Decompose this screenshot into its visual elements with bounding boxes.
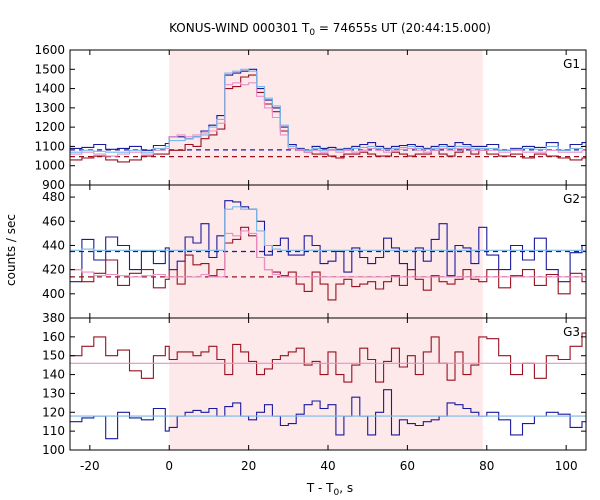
series-line: [70, 389, 586, 440]
y-tick-label: 380: [42, 311, 65, 325]
y-tick-label: 1000: [34, 159, 65, 173]
panel-label: G2: [563, 192, 580, 206]
x-tick-label: 100: [555, 459, 578, 473]
x-tick-label: -20: [80, 459, 100, 473]
y-tick-label: 460: [42, 214, 65, 228]
y-tick-label: 1100: [34, 139, 65, 153]
y-tick-label: 160: [42, 330, 65, 344]
y-tick-label: 900: [42, 178, 65, 192]
y-tick-label: 110: [42, 424, 65, 438]
panel-g3: 100 110 120 130 140 150 160 G3: [42, 317, 587, 457]
highlight-band: [169, 50, 483, 185]
y-tick-label: 140: [42, 368, 65, 382]
y-tick-label: 1300: [34, 101, 65, 115]
y-tick-label: 1500: [34, 62, 65, 76]
y-axis-label: counts / sec: [4, 214, 18, 286]
y-tick-label: 400: [42, 287, 65, 301]
series-line: [70, 206, 586, 251]
x-tick-label: 80: [479, 459, 494, 473]
y-tick-label: 420: [42, 263, 65, 277]
panel-label: G3: [563, 325, 580, 339]
series-line: [70, 230, 586, 278]
series-line: [70, 68, 586, 153]
y-tick-label: 1400: [34, 82, 65, 96]
x-tick-label: 20: [241, 459, 256, 473]
x-tick-label: 40: [320, 459, 335, 473]
series-line: [70, 332, 586, 383]
series-line: [70, 226, 586, 301]
y-tick-label: 440: [42, 238, 65, 252]
panel-g1: 900 1000 1100 1200 1300 1400 1500 1600 G1: [34, 43, 587, 192]
x-tick-label: 0: [165, 459, 173, 473]
chart-title: KONUS-WIND 000301 T0 = 74655s UT (20:44:…: [169, 21, 491, 38]
x-axis-label: T - T0, s: [306, 481, 353, 498]
panel-label: G1: [563, 57, 580, 71]
y-tick-label: 480: [42, 190, 65, 204]
y-tick-label: 120: [42, 405, 65, 419]
panel-g2: 380 400 420 440 460 480 G2: [42, 184, 587, 325]
y-tick-label: 100: [42, 443, 65, 457]
y-tick-label: 130: [42, 386, 65, 400]
y-tick-label: 1600: [34, 43, 65, 57]
y-tick-label: 150: [42, 349, 65, 363]
plot-area: 9001000110012001300140015001600G13804004…: [34, 43, 587, 473]
x-tick-label: 60: [400, 459, 415, 473]
y-tick-label: 1200: [34, 120, 65, 134]
highlight-band: [169, 318, 483, 450]
